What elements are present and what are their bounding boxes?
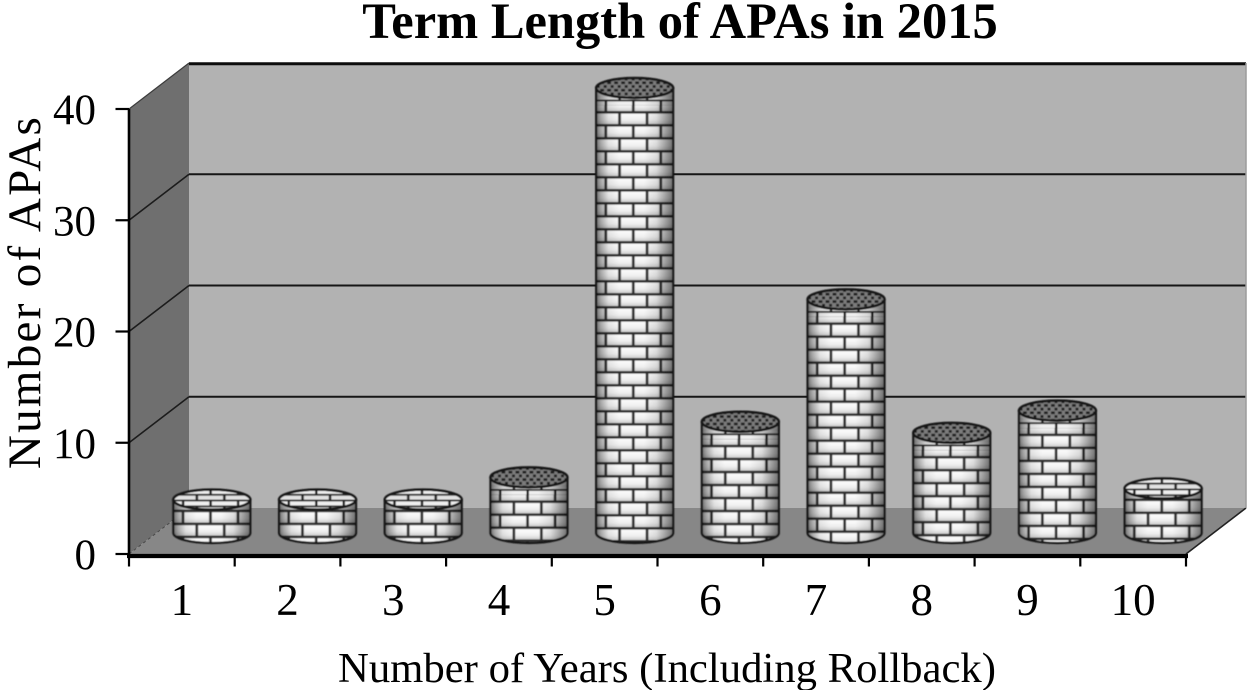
svg-text:10: 10 <box>1111 575 1156 625</box>
svg-text:40: 40 <box>53 87 96 134</box>
svg-text:3: 3 <box>382 575 405 625</box>
svg-text:Number of Years (Including Rol: Number of Years (Including Rollback) <box>338 645 996 690</box>
svg-text:9: 9 <box>1016 575 1039 625</box>
svg-text:20: 20 <box>53 310 96 357</box>
svg-text:5: 5 <box>593 575 616 625</box>
svg-text:7: 7 <box>805 575 828 625</box>
svg-text:10: 10 <box>53 421 96 468</box>
svg-text:30: 30 <box>53 198 96 245</box>
svg-text:6: 6 <box>699 575 722 625</box>
svg-text:2: 2 <box>276 575 299 625</box>
svg-text:4: 4 <box>488 575 511 625</box>
svg-text:1: 1 <box>171 575 194 625</box>
svg-text:0: 0 <box>75 532 97 579</box>
svg-text:8: 8 <box>911 575 934 625</box>
svg-text:Number of APAs: Number of APAs <box>0 115 51 469</box>
svg-text:Term Length of APAs in 2015: Term Length of APAs in 2015 <box>362 0 998 49</box>
